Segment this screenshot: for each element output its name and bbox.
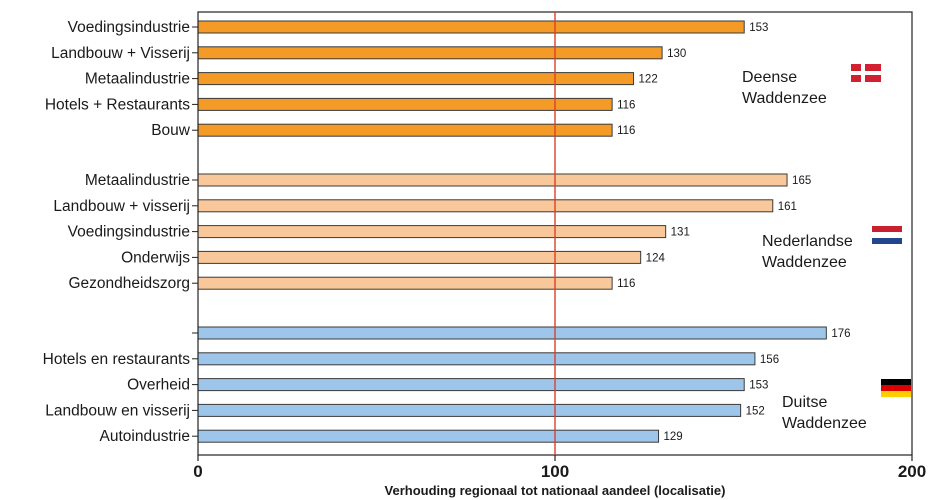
category-label: Metaalindustrie [85,71,190,88]
data-label: 161 [778,201,797,213]
region-legend-layer: Deense Waddenzee Nederlandse Waddenzee Duits… [742,64,911,432]
category-label: Voedingsindustrie [68,224,190,241]
category-label: Autoindustrie [100,428,190,445]
category-label: Gezondheidszorg [69,275,191,292]
bars-layer: 153 130 122 116 116 165 161 131 124 116 176 156 153 1… [197,20,851,443]
category-label: Landbouw en visserij [45,402,190,419]
flag-stripe-white [872,232,902,238]
data-label: 124 [646,252,666,264]
bar [197,250,642,264]
category-label: Onderwijs [121,249,190,266]
bar [197,97,613,111]
data-label: 176 [831,328,850,340]
data-label: 131 [671,227,690,239]
category-label: Hotels en restaurants [43,351,191,368]
x-tick-label: 0 [193,462,202,481]
flag-stripe-red [872,226,902,232]
data-label: 116 [617,125,635,137]
bar [197,352,756,366]
bar [197,173,788,187]
data-label: 116 [617,278,635,290]
flag-cross-horizontal [851,71,881,75]
x-tick-label: 200 [898,462,926,481]
bar [197,326,827,340]
category-label: Bouw [151,122,191,139]
category-label: Overheid [127,377,190,394]
bar [197,403,742,417]
flag-stripe-gold [881,391,911,397]
flag-stripe-black [881,379,911,385]
data-label: 165 [792,175,811,187]
axis-layer: Voedingsindustrie Landbouw + Visserij Meta… [43,11,926,481]
bar [197,72,635,86]
bar [197,276,613,290]
bar [197,20,745,34]
bar [197,199,774,213]
region-label: Waddenzee [782,415,867,432]
data-label: 122 [639,74,658,86]
category-label: Voedingsindustrie [68,19,190,36]
netherlands-flag [872,226,902,244]
region-label: Waddenzee [762,254,847,271]
region-label: Duitse [782,394,827,411]
data-label: 152 [746,405,765,417]
flag-stripe-blue [872,238,902,244]
x-tick-label: 100 [541,462,569,481]
region-label: Waddenzee [742,90,827,107]
category-label: Metaalindustrie [85,172,190,189]
category-label: Landbouw + Visserij [51,45,190,62]
data-label: 116 [617,99,635,111]
category-label: Hotels + Restaurants [45,96,190,113]
data-label: 129 [664,431,683,443]
flag-stripe-red [881,385,911,391]
data-label: 130 [667,48,686,60]
bar [197,225,667,239]
germany-flag [881,379,911,397]
bar [197,123,613,137]
data-label: 153 [749,22,768,34]
denmark-flag [851,64,881,82]
data-label: 156 [760,354,779,366]
bar [197,429,660,443]
bar [197,46,663,60]
x-axis-label: Verhouding regionaal tot nationaal aande… [385,483,726,498]
data-label: 153 [749,380,768,392]
category-label: Landbouw + visserij [53,198,190,215]
region-label: Deense [742,69,797,86]
region-label: Nederlandse [762,233,853,250]
bar [197,378,745,392]
